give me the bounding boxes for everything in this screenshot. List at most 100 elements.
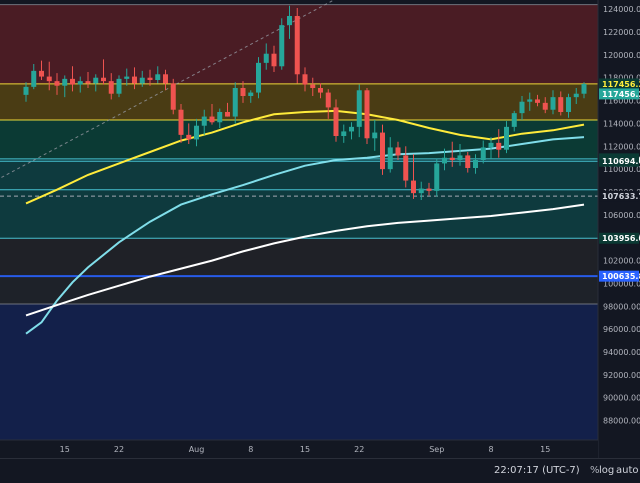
y-tick-label: 92000.00 bbox=[603, 371, 640, 380]
candle-body bbox=[116, 78, 122, 94]
candle-body bbox=[54, 81, 60, 86]
candle-body bbox=[395, 147, 401, 156]
candle-body bbox=[465, 155, 471, 168]
price-level-label: 117456.20 bbox=[602, 80, 640, 89]
candle-body bbox=[426, 188, 432, 191]
y-tick-label: 124000.00 bbox=[603, 5, 640, 14]
candle-body bbox=[333, 107, 339, 136]
candle-body bbox=[39, 70, 44, 77]
candle-body bbox=[504, 126, 509, 150]
last-price-badge bbox=[599, 88, 639, 100]
candle-body bbox=[163, 74, 168, 84]
x-tick-label: 15 bbox=[540, 445, 550, 454]
candle-body bbox=[194, 125, 199, 140]
candle-body bbox=[77, 81, 83, 85]
candle-body bbox=[418, 188, 424, 194]
candle-body bbox=[364, 90, 370, 139]
y-tick-label: 118000.00 bbox=[603, 74, 640, 83]
candle-body bbox=[209, 116, 215, 123]
price-zone bbox=[0, 304, 598, 440]
candle-body bbox=[70, 78, 75, 85]
candle-body bbox=[511, 113, 517, 127]
price-zone bbox=[0, 238, 598, 277]
candle-body bbox=[403, 155, 409, 181]
candle-body bbox=[287, 16, 292, 26]
moving-average-line bbox=[25, 203, 585, 317]
candle-body bbox=[225, 112, 230, 117]
candle-body bbox=[279, 25, 285, 67]
candle-body bbox=[387, 147, 393, 170]
candle-body bbox=[449, 157, 455, 160]
candle-body bbox=[535, 99, 540, 103]
clock-readout: 22:07:17 (UTC-7) bbox=[494, 465, 580, 476]
y-tick-label: 98000.00 bbox=[603, 302, 640, 311]
candle-body bbox=[147, 77, 153, 80]
candle-body bbox=[318, 88, 323, 93]
candle-body bbox=[519, 101, 525, 114]
y-tick-label: 94000.00 bbox=[603, 348, 640, 357]
y-tick-label: 110000.00 bbox=[603, 165, 640, 174]
x-tick-label: Aug bbox=[189, 445, 205, 454]
moving-average-line bbox=[25, 136, 585, 335]
candle-body bbox=[155, 74, 161, 80]
candle-body bbox=[325, 92, 331, 108]
y-tick-label: 122000.00 bbox=[603, 28, 640, 37]
y-tick-label: 100000.00 bbox=[603, 279, 640, 288]
candle-body bbox=[294, 16, 300, 75]
price-level-badge bbox=[599, 190, 639, 202]
y-tick-label: 88000.00 bbox=[603, 417, 640, 426]
candle-body bbox=[356, 90, 362, 127]
price-level-badge bbox=[599, 78, 639, 90]
price-zone bbox=[0, 276, 598, 304]
candle-body bbox=[473, 160, 478, 168]
candle-body bbox=[496, 142, 502, 150]
candle-body bbox=[46, 76, 52, 82]
candle-body bbox=[550, 97, 556, 110]
candle-body bbox=[178, 109, 184, 135]
x-tick-label: 8 bbox=[248, 445, 253, 454]
candle-body bbox=[217, 112, 223, 123]
price-level-badge bbox=[599, 270, 639, 282]
candle-body bbox=[457, 155, 463, 160]
price-level-badge bbox=[599, 232, 639, 244]
candle-body bbox=[380, 132, 385, 170]
candle-body bbox=[434, 163, 440, 191]
candle-body bbox=[302, 74, 308, 85]
candle-body bbox=[232, 88, 238, 117]
candle-body bbox=[31, 70, 37, 87]
y-tick-label: 120000.00 bbox=[603, 51, 640, 60]
y-tick-label: 96000.00 bbox=[603, 325, 640, 334]
trendline bbox=[0, 0, 335, 179]
percent-toggle[interactable]: % bbox=[590, 465, 600, 476]
y-tick-label: 112000.00 bbox=[603, 142, 640, 151]
candle-body bbox=[23, 86, 29, 95]
candle-body bbox=[527, 99, 533, 102]
candle-body bbox=[256, 62, 261, 93]
candle-body bbox=[101, 77, 106, 82]
x-tick-label: 22 bbox=[354, 445, 364, 454]
candle-body bbox=[263, 53, 269, 63]
y-tick-label: 90000.00 bbox=[603, 394, 640, 403]
log-toggle[interactable]: log bbox=[599, 465, 615, 476]
candle-body bbox=[62, 78, 68, 86]
price-level-label: 100635.86 bbox=[602, 272, 640, 281]
last-price-label: 117456.20 bbox=[602, 90, 640, 99]
y-tick-label: 114000.00 bbox=[603, 119, 640, 128]
auto-toggle[interactable]: auto bbox=[616, 465, 639, 476]
candle-body bbox=[558, 97, 564, 112]
candle-body bbox=[85, 81, 91, 84]
candle-body bbox=[566, 97, 571, 112]
candle-body bbox=[93, 77, 99, 84]
x-tick-label: 15 bbox=[60, 445, 70, 454]
candle-body bbox=[480, 147, 486, 160]
candle-body bbox=[341, 131, 347, 136]
candle-body bbox=[542, 102, 548, 110]
candle-body bbox=[372, 132, 378, 139]
y-tick-label: 116000.00 bbox=[603, 97, 640, 106]
candle-body bbox=[132, 76, 137, 84]
price-zone bbox=[0, 158, 598, 239]
candle-body bbox=[248, 92, 254, 96]
candle-body bbox=[349, 126, 354, 132]
y-tick-label: 106000.00 bbox=[603, 211, 640, 220]
